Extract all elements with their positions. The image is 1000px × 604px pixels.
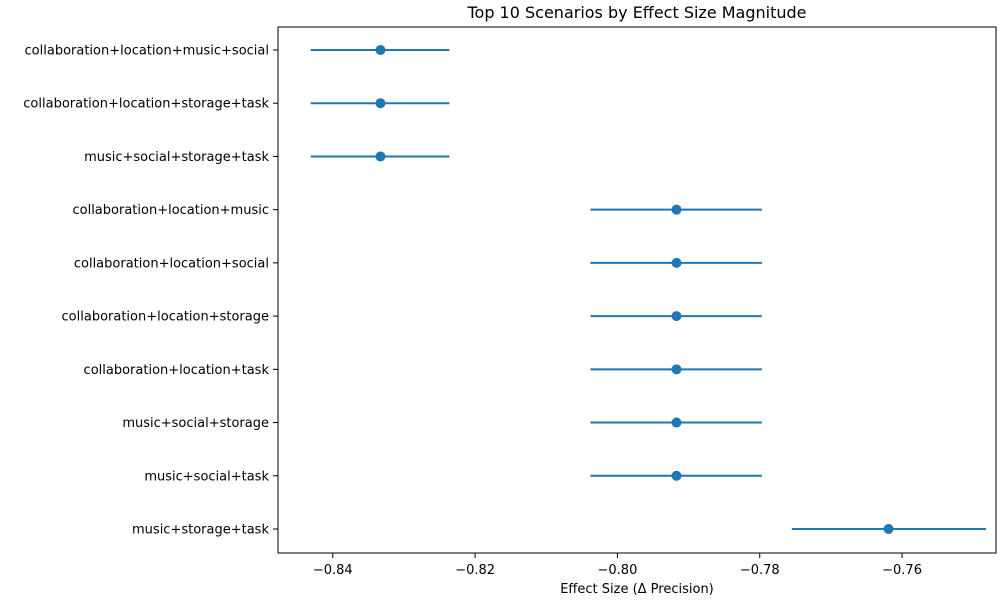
y-tick-label: music+social+storage+task [84,150,269,165]
x-tick-label: −0.78 [740,563,780,578]
data-point [671,470,682,481]
errorbars-layer [310,49,987,530]
chart-title: Top 10 Scenarios by Effect Size Magnitud… [466,3,806,22]
x-tick-label: −0.80 [598,563,638,578]
x-axis-ticks: −0.84 −0.82 −0.80 −0.78 −0.76 [313,553,922,578]
data-point [671,311,682,322]
y-tick-label: music+social+task [144,469,269,484]
y-tick-label: collaboration+location+social [74,256,269,271]
plot-frame [277,26,997,554]
x-tick-label: −0.84 [313,563,353,578]
y-tick-label: collaboration+location+task [84,363,270,378]
data-point [671,257,682,268]
y-tick-label: music+storage+task [132,523,269,538]
data-point [671,204,682,215]
y-tick-label: music+social+storage [122,416,269,431]
y-tick-label: collaboration+location+storage [62,310,269,325]
y-tick-label: collaboration+location+music [72,203,269,218]
y-axis-ticks: collaboration+location+music+social colla… [23,44,278,538]
x-tick-label: −0.76 [882,563,922,578]
data-point [375,45,386,55]
y-tick-label: collaboration+location+storage+task [23,97,269,112]
data-point [375,98,386,109]
x-tick-label: −0.82 [455,563,495,578]
x-axis-label: Effect Size (Δ Precision) [560,582,714,597]
data-point [883,524,894,534]
points-layer [375,45,894,534]
data-point [671,417,682,428]
y-tick-label: collaboration+location+music+social [25,44,269,59]
data-point [375,151,386,162]
data-point [671,364,682,375]
